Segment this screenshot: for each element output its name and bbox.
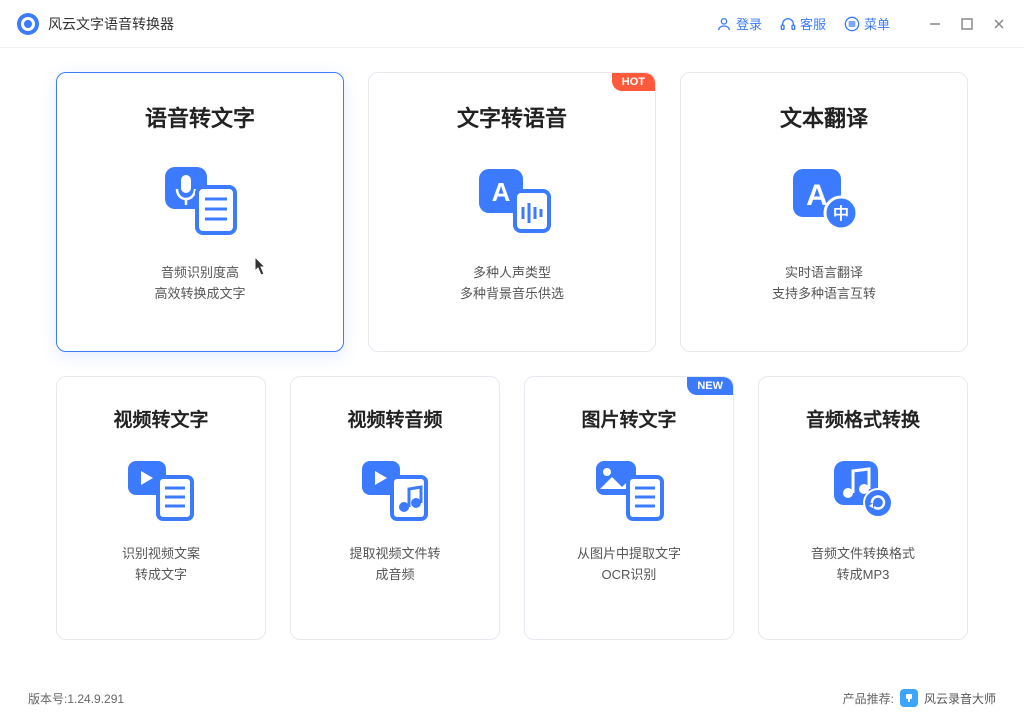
- card-description: 提取视频文件转成音频: [349, 544, 440, 586]
- header-actions: 登录 客服 菜单: [716, 14, 1008, 33]
- app-title: 风云文字语音转换器: [48, 14, 174, 34]
- content-area: 语音转文字 音频识别度高高效转换成文字 HOT 文字转语音 A: [0, 48, 1024, 676]
- menu-icon: [844, 16, 860, 32]
- feature-card[interactable]: 视频转文字 识别视频文案转成文字: [56, 376, 266, 640]
- mic-doc-icon: [155, 159, 245, 239]
- recommend-label: 产品推荐:: [843, 690, 894, 707]
- badge-hot: HOT: [612, 73, 655, 91]
- app-logo-icon: [16, 12, 40, 36]
- card-description: 实时语言翻译支持多种语言互转: [772, 263, 876, 305]
- feature-row-bottom: 视频转文字 识别视频文案转成文字 视频转音频 提取视频文件转成音频: [56, 376, 968, 640]
- titlebar: 风云文字语音转换器 登录 客服 菜单: [0, 0, 1024, 48]
- card-title: 图片转文字: [581, 405, 676, 432]
- a-zh-icon: A 中: [779, 159, 869, 239]
- a-wave-icon: A: [467, 159, 557, 239]
- recommend-app-icon: [900, 689, 918, 707]
- footer: 版本号:1.24.9.291 产品推荐: 风云录音大师: [0, 676, 1024, 720]
- card-description: 音频识别度高高效转换成文字: [154, 263, 245, 305]
- card-title: 视频转音频: [347, 405, 442, 432]
- feature-card[interactable]: 音频格式转换 音频文件转换格式转成MP3: [758, 376, 968, 640]
- version-label: 版本号:1.24.9.291: [28, 690, 124, 707]
- headset-icon: [780, 16, 796, 32]
- card-description: 从图片中提取文字OCR识别: [577, 544, 681, 586]
- video-doc-icon: [121, 454, 201, 524]
- badge-new: NEW: [687, 377, 733, 395]
- user-icon: [716, 16, 732, 32]
- menu-link[interactable]: 菜单: [844, 14, 890, 33]
- support-link[interactable]: 客服: [780, 14, 826, 33]
- maximize-button[interactable]: [958, 15, 976, 33]
- feature-card[interactable]: 视频转音频 提取视频文件转成音频: [290, 376, 500, 640]
- card-description: 多种人声类型多种背景音乐供选: [460, 263, 564, 305]
- card-title: 视频转文字: [113, 405, 208, 432]
- card-title: 音频格式转换: [806, 405, 920, 432]
- svg-text:中: 中: [833, 204, 849, 223]
- music-convert-icon: [823, 454, 903, 524]
- feature-card[interactable]: HOT 文字转语音 A 多种人声类型多种背景音乐供选: [368, 72, 656, 352]
- cursor-icon: [249, 255, 269, 279]
- app-window: 风云文字语音转换器 登录 客服 菜单 语音转文字: [0, 0, 1024, 720]
- card-title: 文字转语音: [457, 101, 567, 133]
- video-music-icon: [355, 454, 435, 524]
- close-button[interactable]: [990, 15, 1008, 33]
- minimize-button[interactable]: [926, 15, 944, 33]
- card-title: 语音转文字: [145, 101, 255, 133]
- feature-card[interactable]: 文本翻译 A 中 实时语言翻译支持多种语言互转: [680, 72, 968, 352]
- feature-card[interactable]: 语音转文字 音频识别度高高效转换成文字: [56, 72, 344, 352]
- card-description: 识别视频文案转成文字: [122, 544, 200, 586]
- card-title: 文本翻译: [780, 101, 868, 133]
- feature-row-top: 语音转文字 音频识别度高高效转换成文字 HOT 文字转语音 A: [56, 72, 968, 352]
- svg-text:A: A: [492, 177, 511, 207]
- login-link[interactable]: 登录: [716, 14, 762, 33]
- image-doc-icon: [589, 454, 669, 524]
- recommend-app-name[interactable]: 风云录音大师: [924, 690, 996, 707]
- feature-card[interactable]: NEW 图片转文字 从图片中提取文字OCR识别: [524, 376, 734, 640]
- card-description: 音频文件转换格式转成MP3: [811, 544, 915, 586]
